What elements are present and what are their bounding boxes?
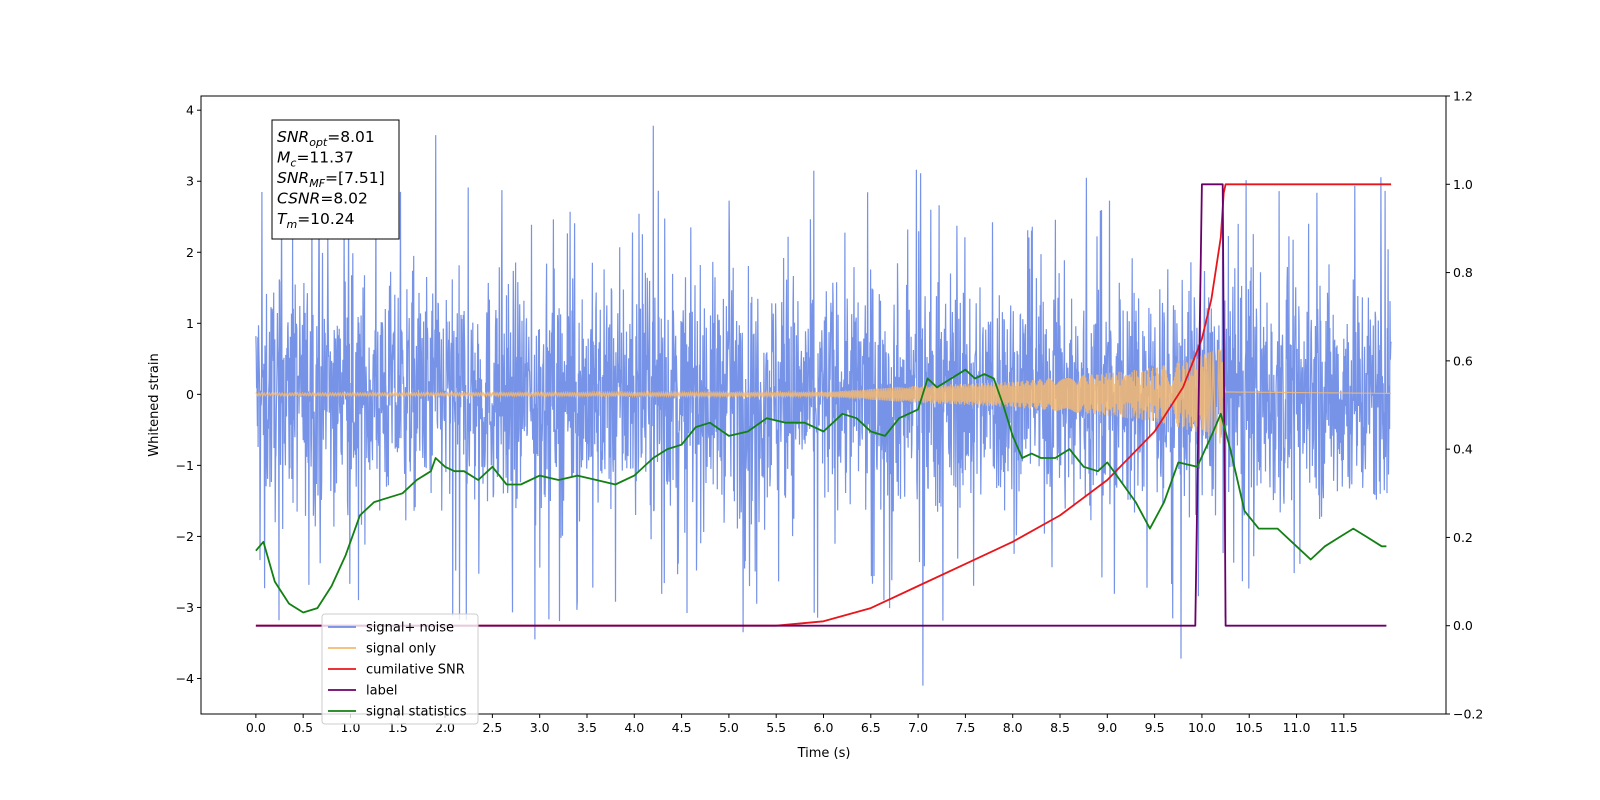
y-tick-label: −1	[176, 458, 194, 473]
y-tick-label: 3	[186, 174, 194, 189]
x-tick-label: 6.0	[814, 720, 834, 735]
x-tick-label: 6.5	[861, 720, 881, 735]
x-tick-label: 11.0	[1283, 720, 1311, 735]
legend-item-label: signal only	[366, 642, 436, 657]
axes: 0.0 0.5 1.0 1.5 2.0 2.5 3.0 3.5 4.0 4.5 5.0 5.5 6.0 6…	[176, 89, 1484, 736]
x-tick-label: 11.5	[1330, 720, 1358, 735]
x-tick-label: 10.0	[1188, 720, 1216, 735]
legend-item-label: cumilative SNR	[366, 663, 465, 678]
x-tick-label: 9.5	[1145, 720, 1165, 735]
x-tick-label: 3.5	[577, 720, 597, 735]
info-line: SNRopt=8.01	[277, 128, 375, 149]
x-tick-label: 2.5	[482, 720, 502, 735]
x-tick-label: 5.0	[719, 720, 739, 735]
x-tick-label: 5.5	[766, 720, 786, 735]
y2-tick-label: 1.2	[1453, 89, 1473, 104]
legend-item-label: label	[366, 684, 397, 699]
x-axis-label: Time (s)	[797, 746, 851, 761]
x-tick-label: 10.5	[1235, 720, 1263, 735]
x-tick-label: 4.0	[624, 720, 644, 735]
legend-frame	[321, 613, 479, 725]
x-tick-label: 3.0	[530, 720, 550, 735]
y-tick-label: −3	[176, 600, 194, 615]
info-line: CSNR=8.02	[277, 190, 368, 208]
series-signal-only	[255, 349, 1392, 444]
legend: signal+ noise signal only cumilative SNR la…	[321, 613, 479, 725]
info-line: Tm=10.24	[277, 210, 355, 231]
y2-tick-label: −0.2	[1453, 707, 1483, 722]
y-tick-label: 2	[186, 245, 194, 260]
y-tick-label: 4	[186, 103, 194, 118]
info-box-frame	[271, 119, 400, 240]
x-tick-label: 0.0	[246, 720, 266, 735]
y2-tick-label: 0.0	[1453, 618, 1473, 633]
legend-item-label: signal statistics	[366, 705, 467, 720]
info-line: Mc=11.37	[277, 149, 354, 170]
x-tick-label: 7.5	[955, 720, 975, 735]
x-tick-label: 7.0	[908, 720, 928, 735]
x-tick-label: 4.5	[672, 720, 692, 735]
x-tick-label: 8.5	[1050, 720, 1070, 735]
y2-tick-label: 1.0	[1453, 177, 1473, 192]
plot-area	[255, 125, 1392, 686]
series-label	[255, 183, 1387, 627]
y-tick-label: −2	[176, 529, 194, 544]
x-tick-label: 0.5	[293, 720, 313, 735]
x-tick-label: 8.0	[1003, 720, 1023, 735]
info-line: SNRMF=[7.51]	[277, 169, 385, 190]
series-signal-statistics	[255, 368, 1387, 614]
x-tick-label: 9.0	[1097, 720, 1117, 735]
y-tick-label: 1	[186, 316, 194, 331]
y2-tick-label: 0.2	[1453, 530, 1473, 545]
y-tick-label: −4	[176, 671, 194, 686]
y-tick-label: 0	[186, 387, 194, 402]
y2-tick-label: 0.6	[1453, 353, 1473, 368]
series-cumilative-snr	[255, 183, 1392, 627]
y2-tick-label: 0.4	[1453, 442, 1473, 457]
info-box: SNRopt=8.01Mc=11.37SNRMF=[7.51]CSNR=8.02…	[271, 119, 400, 240]
legend-item-label: signal+ noise	[366, 621, 454, 636]
y2-tick-label: 0.8	[1453, 265, 1473, 280]
y-axis-label: Whitened strain	[147, 353, 162, 456]
